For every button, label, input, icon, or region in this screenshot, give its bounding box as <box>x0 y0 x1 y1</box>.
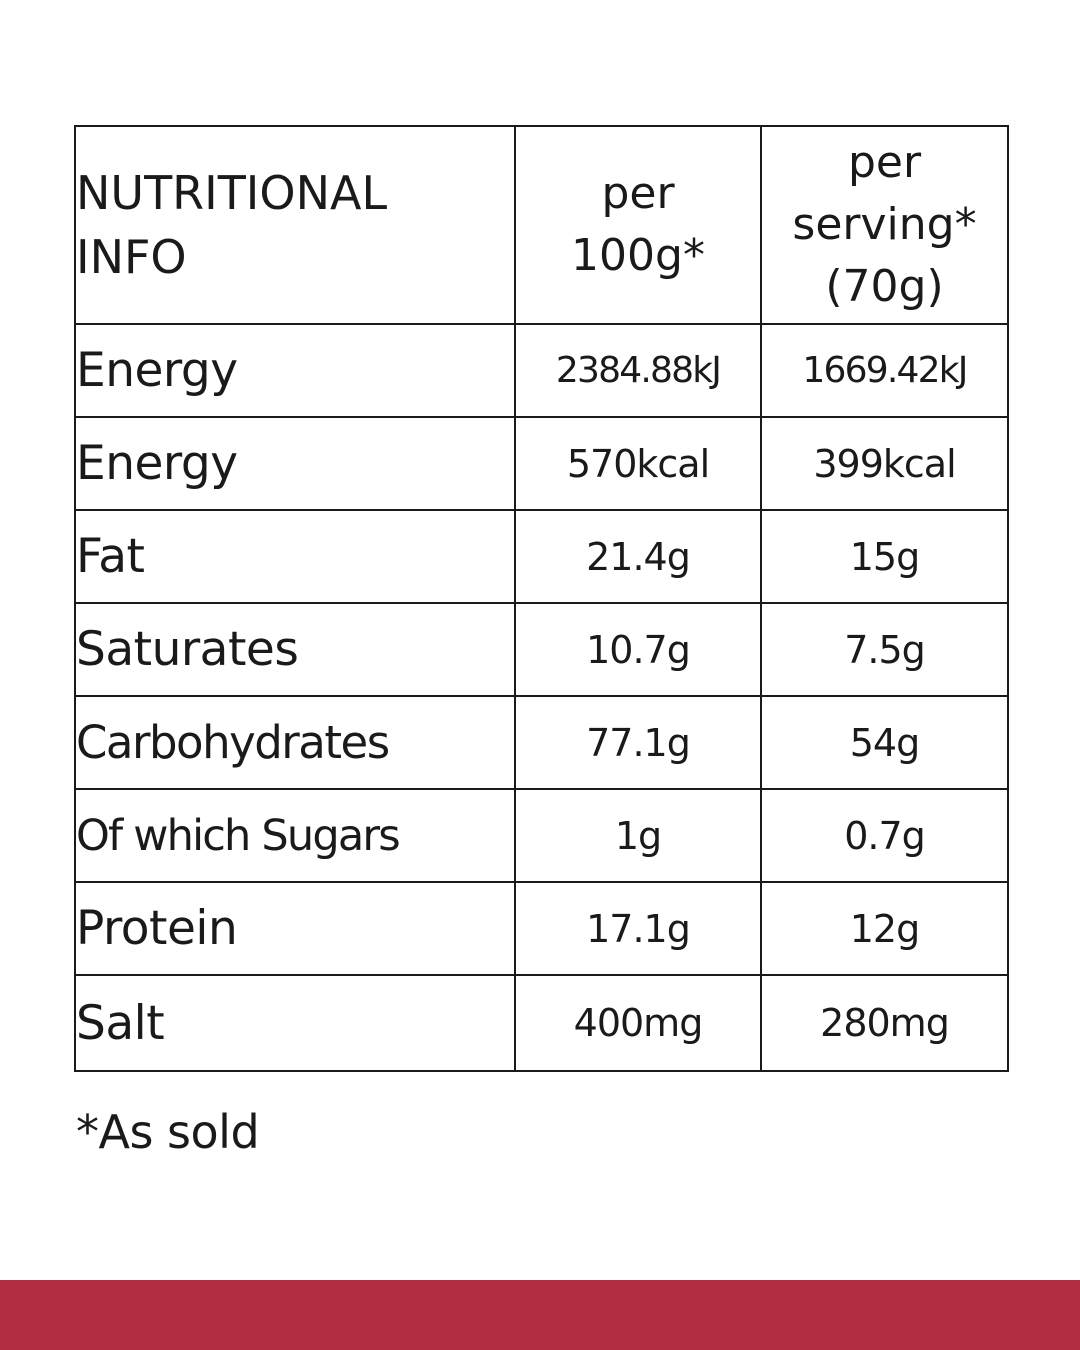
table-row-energy-kj: Energy 2384.88kJ 1669.42kJ <box>74 323 1009 418</box>
nutrient-name: Of which Sugars <box>74 788 516 883</box>
value-per-serving: 1669.42kJ <box>760 323 1009 418</box>
value-per-serving: 7.5g <box>760 602 1009 697</box>
header-nutritional-info: NUTRITIONAL INFO <box>74 125 516 325</box>
value-per-serving: 399kcal <box>760 416 1009 511</box>
table-row-carbohydrates: Carbohydrates 77.1g 54g <box>74 695 1009 790</box>
value-per-100g: 2384.88kJ <box>514 323 762 418</box>
header-label-line1: NUTRITIONAL <box>76 166 388 220</box>
header-col2-line3: (70g) <box>825 261 944 312</box>
table-row-fat: Fat 21.4g 15g <box>74 509 1009 604</box>
value-per-100g: 17.1g <box>514 881 762 976</box>
table-row-salt: Salt 400mg 280mg <box>74 974 1009 1072</box>
nutrient-name: Saturates <box>74 602 516 697</box>
header-col1-line2: 100g* <box>571 230 705 281</box>
header-col2-line1: per <box>847 137 922 188</box>
table-row-saturates: Saturates 10.7g 7.5g <box>74 602 1009 697</box>
header-per-serving: per serving* (70g) <box>760 125 1009 325</box>
footnote-as-sold: *As sold <box>76 1105 260 1159</box>
table-row-energy-kcal: Energy 570kcal 399kcal <box>74 416 1009 511</box>
value-per-100g: 1g <box>514 788 762 883</box>
header-label-line2: INFO <box>76 230 187 284</box>
value-per-100g: 10.7g <box>514 602 762 697</box>
value-per-serving: 12g <box>760 881 1009 976</box>
nutrition-panel: NUTRITIONAL INFO per 100g* per serving* … <box>74 125 1009 1159</box>
value-per-100g: 77.1g <box>514 695 762 790</box>
table-row-protein: Protein 17.1g 12g <box>74 881 1009 976</box>
table-header-row: NUTRITIONAL INFO per 100g* per serving* … <box>74 125 1009 325</box>
header-col1-line1: per <box>601 168 675 219</box>
header-col2-line2: serving* <box>792 199 977 250</box>
nutrient-name: Energy <box>74 323 516 418</box>
value-per-serving: 15g <box>760 509 1009 604</box>
value-per-serving: 280mg <box>760 974 1009 1072</box>
table-row-sugars: Of which Sugars 1g 0.7g <box>74 788 1009 883</box>
value-per-serving: 0.7g <box>760 788 1009 883</box>
nutrient-name: Salt <box>74 974 516 1072</box>
nutrient-name: Protein <box>74 881 516 976</box>
value-per-serving: 54g <box>760 695 1009 790</box>
nutrient-name: Carbohydrates <box>74 695 516 790</box>
nutrient-name: Energy <box>74 416 516 511</box>
nutrition-table: NUTRITIONAL INFO per 100g* per serving* … <box>74 125 1009 1072</box>
value-per-100g: 570kcal <box>514 416 762 511</box>
footer-color-bar <box>0 1280 1080 1350</box>
nutrient-name: Fat <box>74 509 516 604</box>
value-per-100g: 400mg <box>514 974 762 1072</box>
value-per-100g: 21.4g <box>514 509 762 604</box>
header-per-100g: per 100g* <box>514 125 762 325</box>
